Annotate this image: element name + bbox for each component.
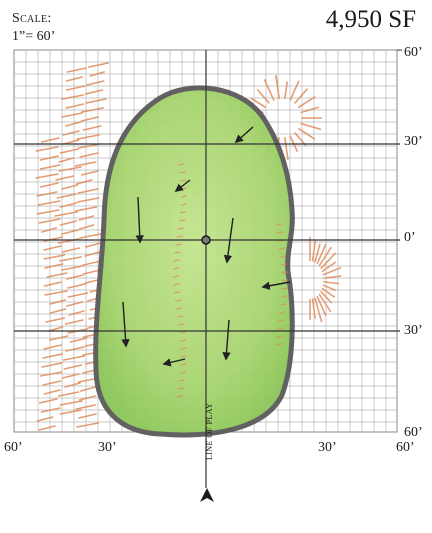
axis-label-bottom-right-30: 30’	[318, 440, 337, 456]
pin-marker	[202, 236, 210, 244]
bunker-right	[310, 237, 341, 321]
axis-label-right-zero: 0’	[404, 230, 416, 246]
axis-label-right-30-upper: 30’	[404, 134, 423, 150]
line-of-play-label: LINE OF PLAY	[205, 403, 214, 460]
line-of-play-arrow-icon	[197, 488, 217, 506]
axis-label-bottom-right-60: 60’	[396, 440, 415, 456]
axis-label-right-bottom: 60’	[404, 425, 423, 441]
axis-label-bottom-left-60: 60’	[4, 440, 23, 456]
axis-label-right-top: 60’	[404, 45, 423, 61]
putting-green-surface	[96, 88, 293, 435]
axis-label-right-30-lower: 30’	[404, 323, 423, 339]
axis-label-bottom-left-30: 30’	[98, 440, 117, 456]
